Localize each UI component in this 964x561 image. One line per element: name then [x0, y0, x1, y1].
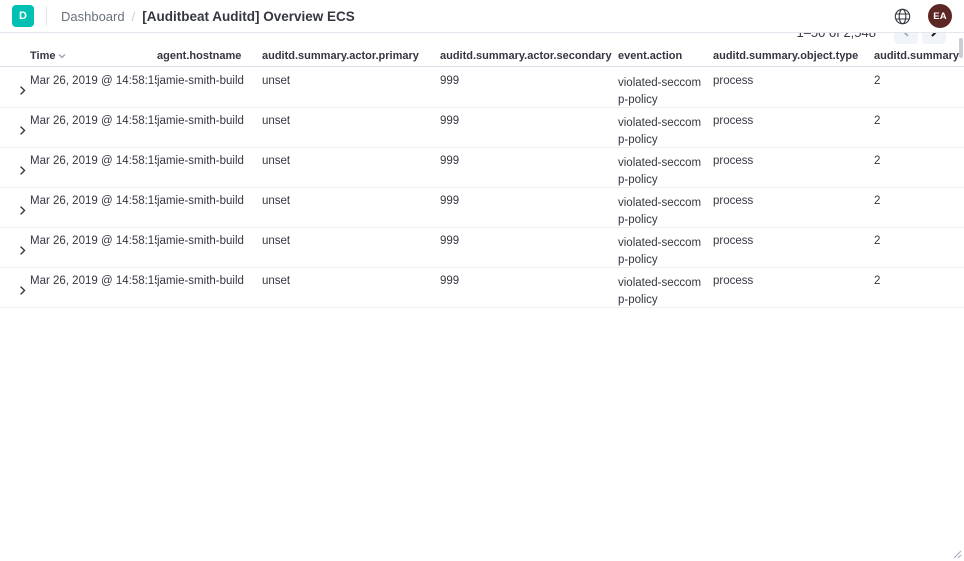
app-logo[interactable]: D [12, 5, 34, 27]
table-cell-object_type: process [713, 275, 754, 287]
table-cell-event_action: violated-seccomp-policy [618, 237, 702, 266]
table-row: Mar 26, 2019 @ 14:58:15.245jamie-smith-b… [0, 228, 964, 268]
table-cell-actor_primary: unset [262, 235, 291, 247]
breadcrumb: Dashboard / [Auditbeat Auditd] Overview … [61, 9, 355, 24]
table-cell-time: Mar 26, 2019 @ 14:58:15.245 [30, 75, 157, 87]
table-cell-object_type: process [713, 195, 754, 207]
page-title: [Auditbeat Auditd] Overview ECS [142, 8, 355, 24]
table-cell-actor_secondary: 999 [440, 275, 460, 287]
table-cell-actor_secondary: 999 [440, 195, 460, 207]
table-column-header[interactable]: event.action [618, 50, 683, 62]
table-cell-summary: 2 [874, 195, 881, 207]
table-cell-time: Mar 26, 2019 @ 14:58:15.245 [30, 275, 157, 287]
breadcrumb-dashboard-link[interactable]: Dashboard [61, 8, 125, 24]
table-header-expand-spacer [0, 47, 30, 66]
table-cell-time: Mar 26, 2019 @ 14:58:15.245 [30, 195, 157, 207]
table-scrollbar[interactable] [959, 38, 963, 58]
row-expand-button[interactable] [0, 108, 30, 147]
table-cell-summary: 2 [874, 115, 881, 127]
table-cell-agent_hostname: jamie-smith-build [157, 75, 244, 87]
table-column-header[interactable]: auditd.summary.actor.primary [262, 50, 419, 62]
table-cell-actor_primary: unset [262, 155, 291, 167]
table-column-header[interactable]: agent.hostname [157, 50, 242, 62]
table-cell-agent_hostname: jamie-smith-build [157, 115, 244, 127]
table-cell-object_type: process [713, 75, 754, 87]
table-column-header[interactable]: auditd.summary.actor.secondary [440, 50, 612, 62]
table-row: Mar 26, 2019 @ 14:58:15.245jamie-smith-b… [0, 188, 964, 228]
table-cell-actor_secondary: 999 [440, 155, 460, 167]
table-row: Mar 26, 2019 @ 14:58:15.245jamie-smith-b… [0, 148, 964, 188]
table-header-row: Time agent.hostname auditd.summary.actor.p… [0, 47, 964, 67]
row-expand-button[interactable] [0, 68, 30, 107]
table-cell-event_action: violated-seccomp-policy [618, 197, 702, 226]
table-cell-object_type: process [713, 235, 754, 247]
top-nav: D Dashboard / [Auditbeat Auditd] Overvie… [0, 0, 964, 33]
table-cell-agent_hostname: jamie-smith-build [157, 195, 244, 207]
sort-descending-icon [58, 50, 66, 62]
table-cell-actor_secondary: 999 [440, 115, 460, 127]
table-cell-actor_primary: unset [262, 195, 291, 207]
table-cell-summary: 2 [874, 155, 881, 167]
table-cell-event_action: violated-seccomp-policy [618, 277, 702, 306]
table-cell-agent_hostname: jamie-smith-build [157, 235, 244, 247]
table-cell-actor_secondary: 999 [440, 75, 460, 87]
user-avatar[interactable]: EA [928, 4, 952, 28]
resize-handle-icon[interactable] [950, 547, 962, 559]
table-cell-event_action: violated-seccomp-policy [618, 77, 702, 106]
table-cell-summary: 2 [874, 275, 881, 287]
table-cell-time: Mar 26, 2019 @ 14:58:15.245 [30, 155, 157, 167]
table-row: Mar 26, 2019 @ 14:58:15.245jamie-smith-b… [0, 108, 964, 148]
nav-divider [46, 6, 47, 26]
row-expand-button[interactable] [0, 188, 30, 227]
table-column-header[interactable]: Time [30, 47, 157, 66]
table-cell-object_type: process [713, 115, 754, 127]
table-cell-actor_secondary: 999 [440, 235, 460, 247]
audit-event-table-panel: Audit Event Table [Auditbeat Auditd] ECS… [0, 9, 964, 308]
row-expand-button[interactable] [0, 148, 30, 187]
table-cell-object_type: process [713, 155, 754, 167]
table-body: Mar 26, 2019 @ 14:58:15.245jamie-smith-b… [0, 68, 964, 308]
table-cell-event_action: violated-seccomp-policy [618, 157, 702, 186]
table-cell-agent_hostname: jamie-smith-build [157, 275, 244, 287]
row-expand-button[interactable] [0, 228, 30, 267]
table-row: Mar 26, 2019 @ 14:58:15.245jamie-smith-b… [0, 68, 964, 108]
table-cell-time: Mar 26, 2019 @ 14:58:15.245 [30, 115, 157, 127]
table-cell-actor_primary: unset [262, 275, 291, 287]
table-cell-event_action: violated-seccomp-policy [618, 117, 702, 146]
table-cell-actor_primary: unset [262, 75, 291, 87]
table-column-header[interactable]: auditd.summary [874, 50, 959, 62]
row-expand-button[interactable] [0, 268, 30, 307]
table-cell-summary: 2 [874, 75, 881, 87]
table-column-header[interactable]: auditd.summary.object.type [713, 50, 859, 62]
breadcrumb-separator: / [131, 8, 136, 24]
table-cell-agent_hostname: jamie-smith-build [157, 155, 244, 167]
table-row: Mar 26, 2019 @ 14:58:15.245jamie-smith-b… [0, 268, 964, 308]
table-cell-time: Mar 26, 2019 @ 14:58:15.245 [30, 235, 157, 247]
help-globe-icon[interactable] [892, 6, 912, 26]
table-cell-actor_primary: unset [262, 115, 291, 127]
table-cell-summary: 2 [874, 235, 881, 247]
